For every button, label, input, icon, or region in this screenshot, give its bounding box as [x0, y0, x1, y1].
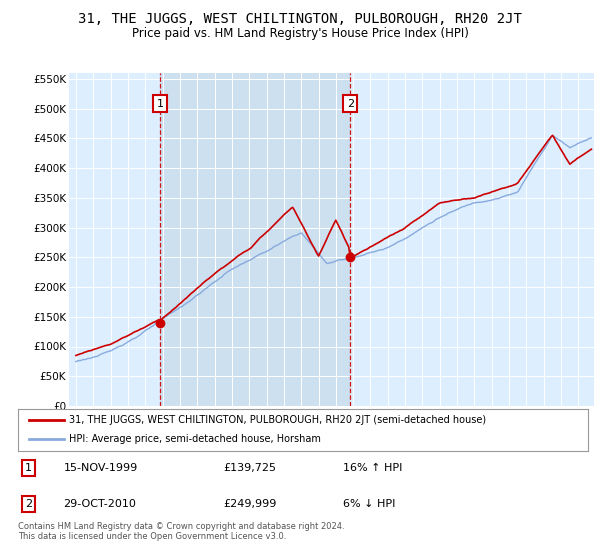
Text: £249,999: £249,999: [223, 499, 277, 509]
Text: 29-OCT-2010: 29-OCT-2010: [64, 499, 136, 509]
Text: 1: 1: [25, 463, 32, 473]
Text: £139,725: £139,725: [223, 463, 276, 473]
Text: 6% ↓ HPI: 6% ↓ HPI: [343, 499, 395, 509]
Text: 15-NOV-1999: 15-NOV-1999: [64, 463, 138, 473]
Text: 31, THE JUGGS, WEST CHILTINGTON, PULBOROUGH, RH20 2JT: 31, THE JUGGS, WEST CHILTINGTON, PULBORO…: [78, 12, 522, 26]
Text: HPI: Average price, semi-detached house, Horsham: HPI: Average price, semi-detached house,…: [70, 435, 321, 445]
Text: Price paid vs. HM Land Registry's House Price Index (HPI): Price paid vs. HM Land Registry's House …: [131, 27, 469, 40]
Text: 16% ↑ HPI: 16% ↑ HPI: [343, 463, 402, 473]
Bar: [160, 73, 350, 406]
Text: 2: 2: [347, 99, 354, 109]
Text: Contains HM Land Registry data © Crown copyright and database right 2024.
This d: Contains HM Land Registry data © Crown c…: [18, 522, 344, 542]
Text: 1: 1: [157, 99, 164, 109]
Text: 2: 2: [25, 499, 32, 509]
Text: 31, THE JUGGS, WEST CHILTINGTON, PULBOROUGH, RH20 2JT (semi-detached house): 31, THE JUGGS, WEST CHILTINGTON, PULBORO…: [70, 415, 487, 425]
